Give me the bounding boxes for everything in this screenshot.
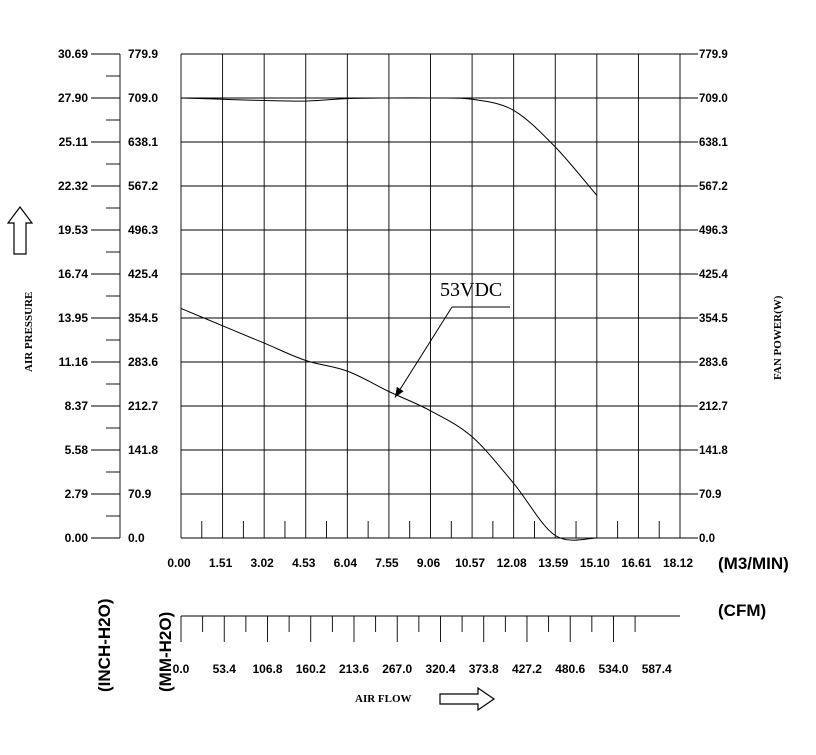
air-flow-label: AIR FLOW xyxy=(355,693,412,705)
power-tick-label: 283.6 xyxy=(699,357,728,369)
inch-tick-label: 27.90 xyxy=(58,91,88,105)
inch-tick-label: 5.58 xyxy=(65,443,89,457)
cfm-tick-label: 0.0 xyxy=(173,662,190,676)
power-tick-label: 496.3 xyxy=(699,225,728,237)
cfm-tick-label: 106.8 xyxy=(252,662,282,676)
inch-tick-label: 19.53 xyxy=(58,223,88,237)
inch-tick-label: 8.37 xyxy=(65,399,89,413)
mm-tick-label: 212.7 xyxy=(128,399,158,413)
cfm-tick-label: 53.4 xyxy=(213,662,237,676)
bottom-inner-ticks xyxy=(201,510,660,538)
mm-tick-label: 709.0 xyxy=(128,91,158,105)
power-tick-label: 425.4 xyxy=(699,269,728,281)
mm-tick-label: 283.6 xyxy=(128,355,158,369)
cfm-tick-label: 587.4 xyxy=(642,662,672,676)
cfm-tick-label: 373.8 xyxy=(469,662,499,676)
mm-tick-label: 638.1 xyxy=(128,135,158,149)
fan-power-label: FAN POWER(W) xyxy=(772,295,784,380)
cfm-tick-label: 267.0 xyxy=(382,662,412,676)
inch-h2o-unit-label: (INCH-H2O) xyxy=(95,599,114,693)
inch-tick-label: 0.00 xyxy=(65,531,89,545)
m3min-tick-label: 0.00 xyxy=(167,556,191,570)
cfm-tick-label: 160.2 xyxy=(296,662,326,676)
power-tick-label: 141.8 xyxy=(699,445,728,457)
annotation-leader xyxy=(394,306,453,398)
mm-tick-label: 567.2 xyxy=(128,179,158,193)
right-arrow-icon xyxy=(439,686,496,712)
m3min-tick-label: 3.02 xyxy=(250,556,274,570)
mm-tick-label: 496.3 xyxy=(128,223,158,237)
cfm-axis xyxy=(180,615,680,642)
up-arrow-icon xyxy=(6,206,34,255)
mm-h2o-unit-label: (MM-H2O) xyxy=(156,612,175,692)
inch-tick-label: 11.16 xyxy=(59,355,89,369)
m3min-tick-label: 1.51 xyxy=(209,556,233,570)
m3min-tick-label: 13.59 xyxy=(538,556,568,570)
power-curve xyxy=(180,97,598,196)
mm-tick-label: 779.9 xyxy=(128,47,158,61)
cfm-tick-label: 213.6 xyxy=(339,662,369,676)
tick-labels-layer: 0.00 2.79 5.58 8.37 11.16 13.95 16.74 19.53 22.3… xyxy=(58,47,728,676)
power-tick-label: 0.0 xyxy=(699,533,715,545)
mm-tick-label: 70.9 xyxy=(128,487,152,501)
cfm-tick-label: 534.0 xyxy=(598,662,628,676)
cfm-tick-label: 320.4 xyxy=(425,662,455,676)
air-pressure-label: AIR PRESSURE xyxy=(23,292,35,372)
m3min-tick-label: 12.08 xyxy=(497,556,527,570)
power-tick-label: 354.5 xyxy=(699,313,728,325)
inch-tick-label: 25.11 xyxy=(59,135,89,149)
m3min-tick-label: 15.10 xyxy=(580,556,610,570)
power-tick-label: 70.9 xyxy=(699,489,721,501)
mm-tick-label: 354.5 xyxy=(128,311,158,325)
cfm-unit-label: (CFM) xyxy=(718,601,766,620)
m3min-tick-label: 6.04 xyxy=(334,556,358,570)
annotation-53vdc: 53VDC xyxy=(440,279,502,301)
m3min-tick-label: 16.61 xyxy=(621,556,651,570)
inch-tick-label: 13.95 xyxy=(58,311,88,325)
m3min-tick-label: 4.53 xyxy=(292,556,316,570)
left-tick-marks xyxy=(91,53,121,539)
power-tick-label: 567.2 xyxy=(699,181,728,193)
grid-layer xyxy=(180,53,681,539)
inch-tick-label: 2.79 xyxy=(65,487,89,501)
power-tick-label: 638.1 xyxy=(699,137,728,149)
m3min-tick-label: 18.12 xyxy=(663,556,693,570)
right-tick-marks xyxy=(680,53,698,539)
power-tick-label: 779.9 xyxy=(699,49,728,61)
curves-layer xyxy=(180,97,598,541)
m3min-tick-label: 9.06 xyxy=(417,556,441,570)
power-tick-label: 709.0 xyxy=(699,93,728,105)
annotation-arrowhead xyxy=(394,386,404,398)
m3min-tick-label: 10.57 xyxy=(455,556,485,570)
pressure-curve xyxy=(180,307,597,541)
inch-tick-label: 30.69 xyxy=(58,47,88,61)
mm-tick-label: 0.0 xyxy=(128,531,145,545)
power-tick-label: 212.7 xyxy=(699,401,728,413)
inch-tick-label: 22.32 xyxy=(58,179,88,193)
mm-tick-label: 425.4 xyxy=(128,267,158,281)
m3min-unit-label: (M3/MIN) xyxy=(718,554,789,573)
cfm-tick-label: 480.6 xyxy=(555,662,585,676)
inch-tick-label: 16.74 xyxy=(58,267,88,281)
cfm-tick-label: 427.2 xyxy=(512,662,542,676)
mm-tick-label: 141.8 xyxy=(128,443,158,457)
m3min-tick-label: 7.55 xyxy=(375,556,399,570)
